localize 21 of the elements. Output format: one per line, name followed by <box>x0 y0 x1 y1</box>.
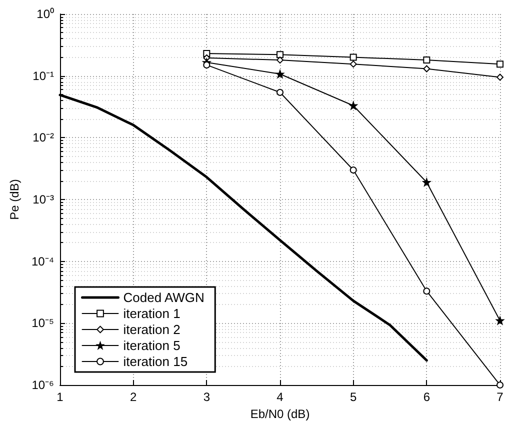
x-tick-label: 1 <box>56 390 64 404</box>
y-tick-label: 10⁻² <box>32 130 54 145</box>
y-axis-title: Pe (dB) <box>8 179 22 220</box>
legend-label: iteration 2 <box>123 322 180 337</box>
legend-label: iteration 5 <box>123 338 180 353</box>
y-tick-label: 10⁻⁶ <box>32 378 54 392</box>
legend-label: iteration 1 <box>123 306 180 321</box>
y-tick-label: 10⁰ <box>36 7 54 21</box>
y-tick-label: 10⁻⁴ <box>31 254 54 268</box>
x-tick-label: 4 <box>276 390 284 404</box>
y-tick-label: 10⁻¹ <box>32 68 54 83</box>
x-tick-label: 5 <box>350 390 357 404</box>
y-tick-label: 10⁻³ <box>32 192 54 206</box>
x-tick-label: 2 <box>130 390 137 404</box>
y-tick-label: 10⁻⁵ <box>32 316 54 330</box>
legend-label: Coded AWGN <box>123 290 204 305</box>
legend-label: iteration 15 <box>123 354 188 369</box>
x-tick-label: 7 <box>496 390 504 404</box>
x-axis-title: Eb/N0 (dB) <box>250 406 310 421</box>
x-tick-label: 3 <box>203 390 210 404</box>
x-tick-label: 6 <box>423 390 430 404</box>
